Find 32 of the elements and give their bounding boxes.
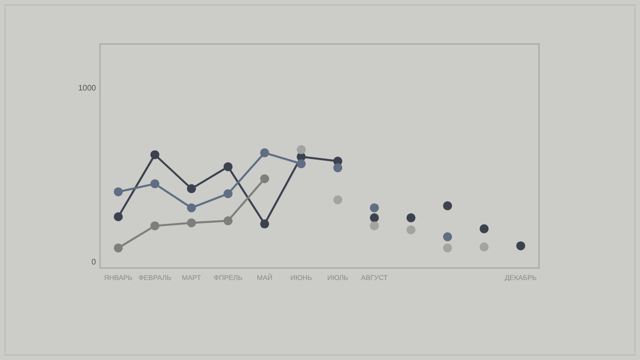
point — [114, 187, 123, 196]
point — [114, 212, 123, 222]
point — [370, 203, 379, 212]
point — [224, 162, 233, 172]
point — [480, 224, 489, 234]
point — [150, 150, 160, 160]
point — [370, 221, 379, 230]
point — [516, 241, 526, 250]
point — [443, 243, 452, 252]
y-tick-label: 1000 — [78, 83, 97, 92]
point — [333, 163, 342, 172]
point — [480, 242, 489, 252]
point — [260, 174, 270, 184]
point — [114, 243, 123, 252]
point — [150, 179, 160, 188]
point — [224, 216, 233, 226]
point — [260, 148, 270, 158]
point — [224, 189, 233, 198]
point — [333, 195, 342, 204]
point — [443, 232, 452, 242]
point — [186, 218, 196, 228]
point — [186, 203, 196, 212]
point — [406, 225, 416, 234]
point — [370, 213, 379, 222]
point — [260, 219, 270, 228]
point — [296, 159, 306, 168]
point — [186, 184, 196, 194]
point — [150, 221, 160, 230]
point — [443, 201, 452, 210]
y-tick-label: 0 — [92, 258, 97, 267]
point — [296, 145, 306, 154]
point — [406, 213, 416, 222]
